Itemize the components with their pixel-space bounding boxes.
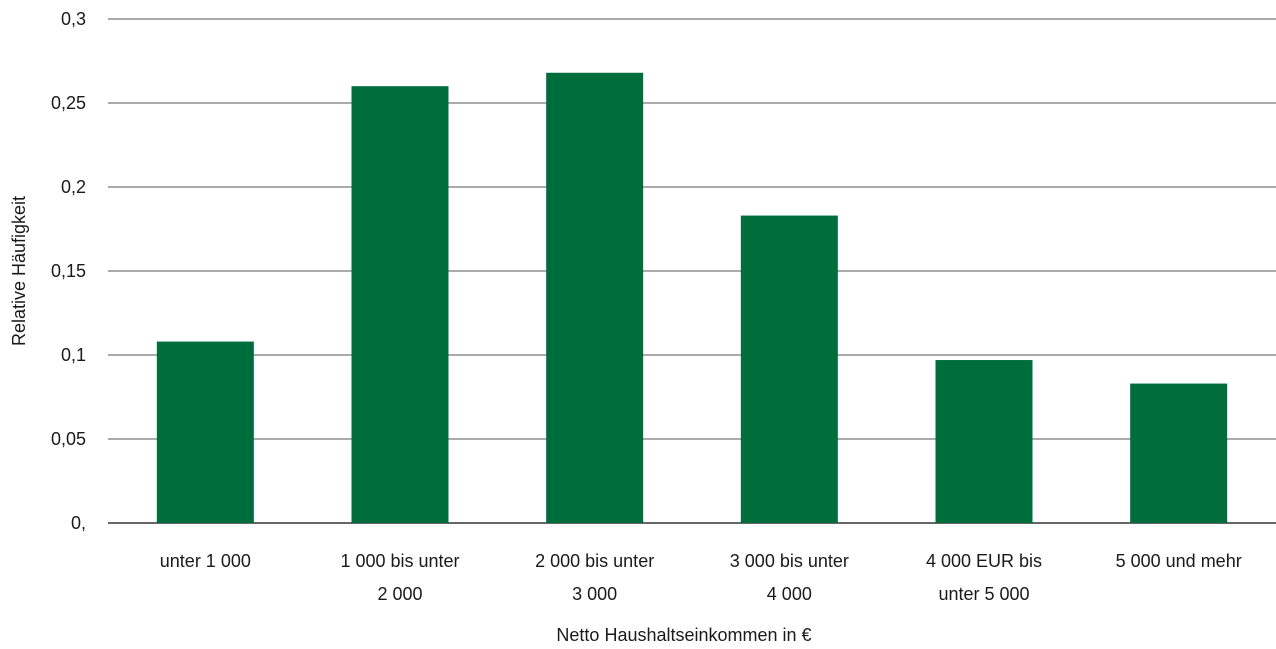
x-category-label: 2 000 [377,584,422,604]
x-category-label: 3 000 bis unter [730,551,849,571]
y-tick-label: 0,25 [51,93,86,113]
x-category-label: unter 1 000 [160,551,251,571]
y-axis-title: Relative Häufigkeit [9,196,29,346]
x-category-label: 4 000 [767,584,812,604]
bar [546,73,643,523]
y-tick-label: 0,3 [61,9,86,29]
bar [741,216,838,523]
bar [157,342,254,523]
bars [157,73,1227,523]
x-category-label: 5 000 und mehr [1116,551,1242,571]
bar [936,360,1033,523]
x-axis-category-labels: unter 1 000 1 000 bis unter 2 000 2 000 bis… [160,551,1242,604]
gridlines [108,19,1276,523]
y-tick-label: 0,2 [61,177,86,197]
y-tick-label: 0,1 [61,345,86,365]
x-category-label: unter 5 000 [938,584,1029,604]
x-axis-title: Netto Haushaltseinkommen in € [556,625,811,645]
y-tick-label: 0,15 [51,261,86,281]
x-category-label: 2 000 bis unter [535,551,654,571]
y-tick-label: 0, [71,513,86,533]
x-category-label: 3 000 [572,584,617,604]
bar [1130,384,1227,523]
x-category-label: 1 000 bis unter [340,551,459,571]
x-category-label: 4 000 EUR bis [926,551,1042,571]
y-tick-label: 0,05 [51,429,86,449]
y-axis-tick-labels: 0, 0,05 0,1 0,15 0,2 0,25 0,3 [51,9,86,533]
bar [352,86,449,523]
